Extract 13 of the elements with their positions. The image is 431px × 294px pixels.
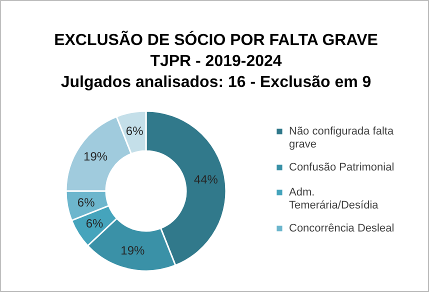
chart-title: EXCLUSÃO DE SÓCIO POR FALTA GRAVE <box>54 30 378 49</box>
data-label: 6% <box>86 216 104 231</box>
data-label: 6% <box>77 195 96 210</box>
legend-label: Adm. Temerária/Desídia <box>289 186 380 212</box>
chart-subtitle: TJPR - 2019-2024 <box>150 53 282 70</box>
legend-label: Concorrência Desleal <box>289 222 394 234</box>
legend-label: Confusão Patrimonial <box>289 162 394 174</box>
data-label: 19% <box>120 244 146 258</box>
data-label: 44% <box>194 172 218 187</box>
data-label: 6% <box>126 124 144 138</box>
data-label: 19% <box>84 150 108 164</box>
legend-label: Não configurada falta grave <box>289 126 394 150</box>
text: Julgados analisados: 16 - Exclusão em 9 <box>60 74 372 91</box>
